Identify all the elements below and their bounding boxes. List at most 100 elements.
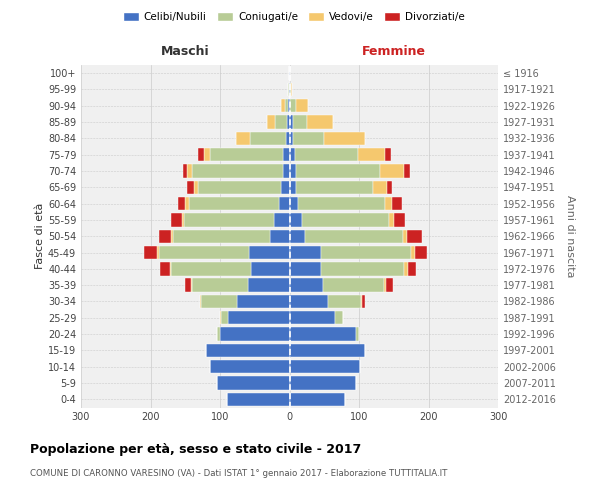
- Bar: [404, 164, 410, 177]
- Bar: [290, 148, 295, 162]
- Bar: [192, 164, 283, 177]
- Bar: [248, 278, 290, 292]
- Bar: [305, 230, 403, 243]
- Bar: [182, 214, 184, 226]
- Bar: [289, 66, 290, 80]
- Bar: [290, 360, 361, 374]
- Bar: [187, 164, 192, 177]
- Bar: [206, 344, 290, 357]
- Bar: [328, 295, 361, 308]
- Bar: [281, 99, 284, 112]
- Bar: [296, 164, 380, 177]
- Bar: [287, 116, 290, 129]
- Bar: [290, 197, 298, 210]
- Bar: [307, 116, 333, 129]
- Text: Popolazione per età, sesso e stato civile - 2017: Popolazione per età, sesso e stato civil…: [30, 442, 361, 456]
- Bar: [361, 295, 362, 308]
- Bar: [283, 148, 290, 162]
- Bar: [296, 99, 308, 112]
- Bar: [385, 148, 391, 162]
- Bar: [279, 197, 290, 210]
- Bar: [200, 295, 201, 308]
- Bar: [220, 328, 290, 341]
- Bar: [170, 262, 172, 276]
- Bar: [290, 328, 356, 341]
- Bar: [290, 230, 305, 243]
- Bar: [290, 99, 296, 112]
- Bar: [189, 197, 279, 210]
- Bar: [290, 392, 345, 406]
- Bar: [403, 230, 407, 243]
- Bar: [217, 328, 220, 341]
- Bar: [385, 197, 392, 210]
- Bar: [209, 360, 290, 374]
- Bar: [283, 164, 290, 177]
- Bar: [295, 148, 358, 162]
- Y-axis label: Anni di nascita: Anni di nascita: [565, 195, 575, 278]
- Bar: [199, 148, 204, 162]
- Bar: [187, 180, 194, 194]
- Bar: [323, 278, 384, 292]
- Text: Femmine: Femmine: [362, 44, 426, 58]
- Bar: [185, 197, 189, 210]
- Bar: [172, 214, 182, 226]
- Bar: [321, 262, 404, 276]
- Bar: [172, 262, 251, 276]
- Bar: [251, 262, 290, 276]
- Bar: [290, 344, 365, 357]
- Bar: [191, 278, 192, 292]
- Bar: [324, 132, 365, 145]
- Bar: [173, 230, 270, 243]
- Bar: [249, 246, 290, 259]
- Bar: [183, 164, 187, 177]
- Bar: [290, 180, 296, 194]
- Bar: [380, 164, 404, 177]
- Bar: [290, 116, 293, 129]
- Bar: [321, 246, 411, 259]
- Bar: [384, 278, 386, 292]
- Bar: [290, 83, 291, 96]
- Bar: [290, 164, 296, 177]
- Bar: [335, 311, 343, 324]
- Bar: [411, 246, 415, 259]
- Bar: [373, 180, 387, 194]
- Bar: [296, 180, 373, 194]
- Bar: [407, 262, 416, 276]
- Bar: [302, 214, 389, 226]
- Bar: [290, 262, 321, 276]
- Bar: [236, 132, 250, 145]
- Bar: [238, 295, 290, 308]
- Bar: [289, 83, 290, 96]
- Bar: [290, 311, 335, 324]
- Bar: [270, 230, 290, 243]
- Bar: [386, 278, 393, 292]
- Bar: [362, 295, 365, 308]
- Bar: [192, 278, 248, 292]
- Bar: [293, 116, 307, 129]
- Bar: [415, 246, 427, 259]
- Bar: [281, 180, 290, 194]
- Bar: [159, 246, 249, 259]
- Y-axis label: Fasce di età: Fasce di età: [35, 203, 45, 270]
- Bar: [387, 180, 392, 194]
- Bar: [404, 262, 407, 276]
- Bar: [290, 376, 356, 390]
- Bar: [290, 278, 323, 292]
- Bar: [220, 311, 221, 324]
- Bar: [143, 246, 157, 259]
- Bar: [275, 116, 287, 129]
- Bar: [185, 278, 191, 292]
- Bar: [198, 180, 281, 194]
- Bar: [221, 311, 229, 324]
- Bar: [201, 295, 238, 308]
- Bar: [250, 132, 286, 145]
- Bar: [172, 230, 173, 243]
- Bar: [160, 262, 170, 276]
- Bar: [298, 197, 385, 210]
- Bar: [229, 311, 290, 324]
- Bar: [204, 148, 209, 162]
- Bar: [290, 295, 328, 308]
- Text: Maschi: Maschi: [161, 44, 209, 58]
- Bar: [358, 148, 385, 162]
- Bar: [274, 214, 290, 226]
